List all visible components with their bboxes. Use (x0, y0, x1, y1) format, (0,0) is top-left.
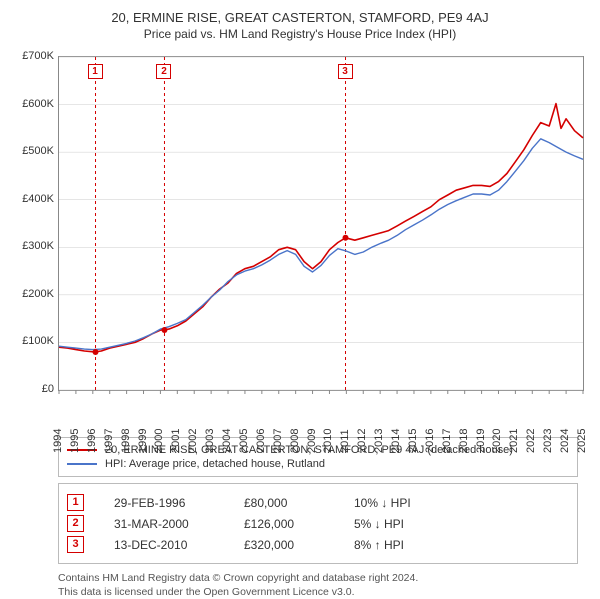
legend-label: HPI: Average price, detached house, Rutl… (105, 458, 325, 470)
x-axis-tick: 2022 (525, 429, 537, 453)
y-axis-tick: £700K (8, 50, 54, 62)
transaction-pct: 8% ↑ HPI (354, 538, 454, 552)
legend-swatch (67, 463, 97, 465)
chart-marker-badge: 1 (88, 64, 103, 79)
x-axis-tick: 2002 (187, 429, 199, 453)
price-chart: £0£100K£200K£300K£400K£500K£600K£700K199… (8, 51, 592, 431)
x-axis-tick: 1995 (69, 429, 81, 453)
transaction-row: 3 13-DEC-2010 £320,000 8% ↑ HPI (67, 536, 569, 553)
x-axis-tick: 2025 (576, 429, 588, 453)
x-axis-tick: 2013 (373, 429, 385, 453)
x-axis-tick: 2019 (475, 429, 487, 453)
transaction-pct: 10% ↓ HPI (354, 496, 454, 510)
chart-marker-badge: 2 (156, 64, 171, 79)
footer-notes: Contains HM Land Registry data © Crown c… (58, 572, 578, 599)
page-title: 20, ERMINE RISE, GREAT CASTERTON, STAMFO… (8, 10, 592, 25)
y-axis-tick: £600K (8, 98, 54, 110)
x-axis-tick: 1994 (52, 429, 64, 453)
legend-item: HPI: Average price, detached house, Rutl… (67, 458, 569, 470)
x-axis-tick: 1996 (86, 429, 98, 453)
x-axis-tick: 1997 (103, 429, 115, 453)
transaction-pct: 5% ↓ HPI (354, 517, 454, 531)
x-axis-tick: 2001 (170, 429, 182, 453)
notes-line: Contains HM Land Registry data © Crown c… (58, 572, 578, 586)
x-axis-tick: 2007 (272, 429, 284, 453)
x-axis-tick: 2003 (204, 429, 216, 453)
x-axis-tick: 2020 (491, 429, 503, 453)
x-axis-tick: 1998 (120, 429, 132, 453)
x-axis-tick: 2010 (322, 429, 334, 453)
transactions-table: 1 29-FEB-1996 £80,000 10% ↓ HPI 2 31-MAR-2000… (58, 483, 578, 564)
transaction-date: 13-DEC-2010 (114, 538, 214, 552)
x-axis-tick: 2006 (255, 429, 267, 453)
x-axis-tick: 2016 (424, 429, 436, 453)
transaction-price: £320,000 (244, 538, 324, 552)
x-axis-tick: 2015 (407, 429, 419, 453)
transaction-date: 29-FEB-1996 (114, 496, 214, 510)
chart-marker-badge: 3 (338, 64, 353, 79)
x-axis-tick: 2017 (441, 429, 453, 453)
x-axis-tick: 2000 (153, 429, 165, 453)
x-axis-tick: 2018 (458, 429, 470, 453)
y-axis-tick: £0 (8, 383, 54, 395)
transaction-row: 1 29-FEB-1996 £80,000 10% ↓ HPI (67, 494, 569, 511)
x-axis-tick: 2021 (508, 429, 520, 453)
x-axis-tick: 2024 (559, 429, 571, 453)
y-axis-tick: £200K (8, 288, 54, 300)
transaction-badge: 2 (67, 515, 84, 532)
page-subtitle: Price paid vs. HM Land Registry's House … (8, 27, 592, 41)
transaction-date: 31-MAR-2000 (114, 517, 214, 531)
x-axis-tick: 2008 (289, 429, 301, 453)
transaction-price: £126,000 (244, 517, 324, 531)
transaction-badge: 1 (67, 494, 84, 511)
y-axis-tick: £100K (8, 335, 54, 347)
x-axis-tick: 2012 (356, 429, 368, 453)
transaction-row: 2 31-MAR-2000 £126,000 5% ↓ HPI (67, 515, 569, 532)
x-axis-tick: 2009 (306, 429, 318, 453)
transaction-badge: 3 (67, 536, 84, 553)
x-axis-tick: 2023 (542, 429, 554, 453)
x-axis-tick: 2004 (221, 429, 233, 453)
y-axis-tick: £400K (8, 193, 54, 205)
x-axis-tick: 2014 (390, 429, 402, 453)
plot-area (58, 56, 584, 391)
x-axis-tick: 2005 (238, 429, 250, 453)
x-axis-tick: 1999 (137, 429, 149, 453)
y-axis-tick: £300K (8, 240, 54, 252)
y-axis-tick: £500K (8, 145, 54, 157)
notes-line: This data is licensed under the Open Gov… (58, 586, 578, 599)
transaction-price: £80,000 (244, 496, 324, 510)
x-axis-tick: 2011 (339, 429, 351, 453)
